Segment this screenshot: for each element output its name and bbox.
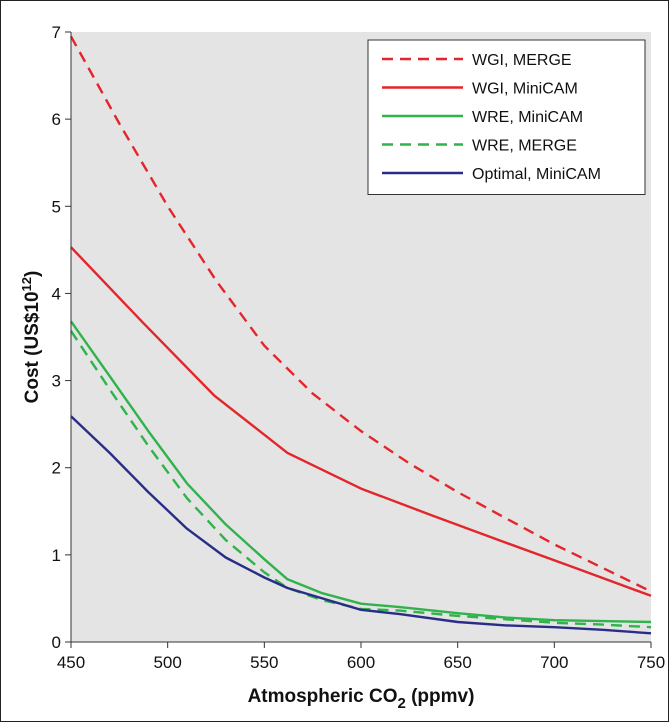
- y-axis-ticks: 0 1 2 3 4 5 6 7: [52, 23, 71, 652]
- legend-box: [367, 39, 646, 195]
- legend: WGI, MERGE WGI, MiniCAM WRE, MiniCAM WRE, M…: [367, 39, 646, 195]
- y-tick-label: 1: [52, 546, 61, 565]
- y-tick-label: 6: [52, 110, 61, 129]
- x-tick-label: 650: [443, 653, 471, 672]
- y-tick-label: 2: [52, 459, 61, 478]
- x-tick-label: 500: [153, 653, 181, 672]
- y-axis-title: Cost (US$1012): [19, 271, 43, 404]
- y-tick-label: 5: [52, 197, 61, 216]
- y-tick-label: 7: [52, 23, 61, 42]
- series-line-wgi-minicam: [70, 246, 652, 597]
- series-line-optimal-minicam: [70, 415, 652, 635]
- legend-label: WRE, MiniCAM: [472, 109, 583, 126]
- y-tick-label: 3: [52, 372, 61, 391]
- x-axis-title-subscript: 2: [397, 695, 405, 712]
- x-tick-label: 550: [250, 653, 278, 672]
- x-axis-title: Atmospheric CO2 (ppmv): [248, 686, 475, 712]
- y-axis-title-main: Cost (US$10: [22, 291, 43, 403]
- y-axis-title-tail: ): [22, 271, 43, 277]
- x-tick-label: 750: [637, 653, 665, 672]
- x-axis-title-main: Atmospheric CO: [248, 686, 398, 707]
- x-tick-label: 700: [540, 653, 568, 672]
- x-tick-label: 600: [347, 653, 375, 672]
- series-lines: [69, 35, 652, 635]
- x-axis-title-unit: (ppmv): [406, 686, 475, 707]
- series-line-wgi-merge: [69, 35, 652, 593]
- legend-label: WGI, MERGE: [472, 52, 572, 69]
- series-line-wre-minicam: [70, 320, 652, 624]
- legend-label: WRE, MERGE: [472, 138, 577, 155]
- y-tick-label: 0: [52, 633, 61, 652]
- x-axis-ticks: 450 500 550 600 650 700 750: [57, 642, 665, 672]
- y-axis-title-superscript: 12: [19, 277, 34, 291]
- legend-label: WGI, MiniCAM: [472, 81, 578, 98]
- x-tick-label: 450: [57, 653, 85, 672]
- legend-label: Optimal, MiniCAM: [472, 166, 601, 183]
- y-tick-label: 4: [52, 284, 61, 303]
